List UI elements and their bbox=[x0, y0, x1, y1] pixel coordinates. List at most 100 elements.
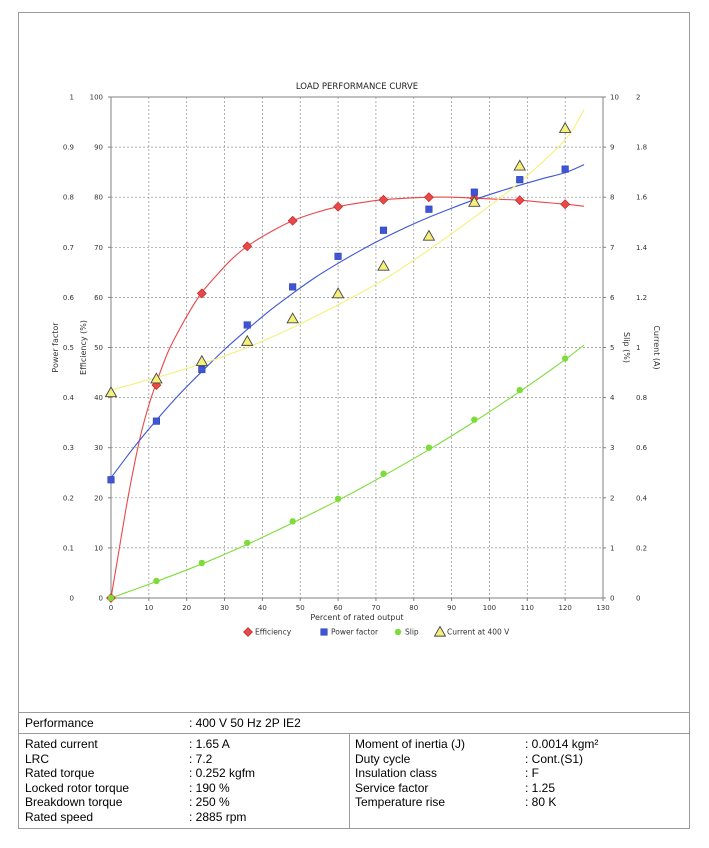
current-axis-tick-label: 1.6 bbox=[636, 194, 648, 202]
x-tick-label: 60 bbox=[334, 604, 343, 612]
column-divider bbox=[349, 734, 350, 829]
efficiency-axis-tick-label: 0 bbox=[99, 595, 103, 603]
performance-row: Performance : 400 V 50 Hz 2P IE2 bbox=[19, 713, 689, 734]
data-point-power-factor bbox=[107, 476, 115, 484]
performance-value: : 400 V 50 Hz 2P IE2 bbox=[189, 716, 301, 730]
spec-left-value: : 1.65 A bbox=[189, 737, 230, 751]
efficiency-axis-tick-label: 50 bbox=[94, 344, 103, 352]
spec-left-value: : 7.2 bbox=[189, 751, 213, 766]
data-point-slip bbox=[471, 416, 478, 423]
slip-axis-tick-label: 8 bbox=[610, 194, 614, 202]
slip-axis-label: Slip (%) bbox=[622, 332, 631, 363]
efficiency-axis-tick-label: 20 bbox=[94, 494, 103, 502]
current-axis-tick-label: 1 bbox=[636, 344, 640, 352]
current-axis-tick-label: 0.8 bbox=[636, 394, 647, 402]
x-tick-label: 30 bbox=[220, 604, 229, 612]
data-point-efficiency bbox=[333, 201, 344, 212]
current-axis-tick-label: 2 bbox=[636, 94, 640, 102]
x-tick-label: 20 bbox=[182, 604, 191, 612]
spec-right-value: : 0.0014 kgm² bbox=[525, 737, 599, 751]
legend-marker-current-at-400-v bbox=[433, 625, 447, 637]
legend-label-power-factor: Power factor bbox=[331, 628, 379, 637]
slip-axis-tick-label: 3 bbox=[610, 444, 614, 452]
efficiency-axis-tick-label: 30 bbox=[94, 444, 103, 452]
x-tick-label: 100 bbox=[483, 604, 496, 612]
current-axis-tick-label: 0.4 bbox=[636, 494, 648, 502]
efficiency-axis-tick-label: 10 bbox=[94, 544, 103, 552]
current-axis-tick-label: 0 bbox=[636, 595, 640, 603]
current-axis-tick-label: 1.2 bbox=[636, 294, 647, 302]
x-tick-label: 130 bbox=[596, 604, 609, 612]
spec-left-label: Rated current bbox=[25, 737, 98, 751]
efficiency-axis-tick-label: 90 bbox=[94, 144, 103, 152]
data-point-slip bbox=[107, 594, 115, 602]
x-tick-label: 120 bbox=[558, 604, 571, 612]
spec-right-label: Insulation class bbox=[355, 766, 438, 780]
data-point-power-factor bbox=[152, 417, 160, 425]
current-axis-tick-label: 1.4 bbox=[636, 244, 648, 252]
data-point-efficiency bbox=[242, 241, 253, 252]
data-point-power-factor bbox=[516, 176, 524, 184]
spec-left-label: Breakdown torque bbox=[25, 795, 123, 809]
spec-right-value: : Cont.(S1) bbox=[525, 751, 584, 766]
power-factor-axis-tick-label: 0.9 bbox=[63, 144, 74, 152]
current-axis-tick-label: 0.2 bbox=[636, 544, 647, 552]
data-point-current-at-400-v bbox=[468, 195, 481, 207]
x-tick-label: 50 bbox=[296, 604, 305, 612]
efficiency-axis-tick-label: 40 bbox=[94, 394, 103, 402]
spec-table: Performance : 400 V 50 Hz 2P IE2 Rated c… bbox=[18, 712, 690, 829]
spec-right-value: : 1.25 bbox=[525, 780, 556, 795]
data-point-slip bbox=[425, 444, 433, 451]
data-point-slip bbox=[244, 539, 251, 547]
data-point-slip bbox=[561, 355, 569, 362]
spec-right-label: Temperature rise bbox=[355, 795, 446, 809]
power-factor-axis-tick-label: 1 bbox=[70, 94, 74, 102]
legend-marker-efficiency bbox=[243, 627, 253, 637]
slip-axis-tick-label: 4 bbox=[610, 394, 615, 402]
data-point-efficiency bbox=[560, 199, 571, 210]
data-point-current-at-400-v bbox=[422, 229, 436, 241]
spec-right-label: Moment of inertia (J) bbox=[355, 737, 466, 751]
x-tick-label: 0 bbox=[109, 604, 113, 612]
x-tick-label: 10 bbox=[144, 604, 153, 612]
current-axis-tick-label: 1.8 bbox=[636, 144, 647, 152]
power-factor-axis-tick-label: 0.2 bbox=[63, 494, 74, 502]
x-tick-label: 90 bbox=[447, 604, 456, 612]
data-point-slip bbox=[289, 518, 296, 525]
power-factor-axis-tick-label: 0.4 bbox=[63, 394, 75, 402]
power-factor-axis-tick-label: 0.3 bbox=[63, 444, 74, 452]
x-tick-label: 110 bbox=[521, 604, 534, 612]
x-axis-label: Percent of rated output bbox=[310, 613, 403, 622]
data-point-current-at-400-v bbox=[240, 334, 254, 346]
power-factor-axis-tick-label: 0.6 bbox=[63, 294, 75, 302]
x-tick-label: 70 bbox=[371, 604, 380, 612]
data-point-current-at-400-v bbox=[377, 259, 390, 271]
efficiency-axis-tick-label: 60 bbox=[94, 294, 103, 302]
legend-label-efficiency: Efficiency bbox=[255, 628, 292, 637]
data-point-current-at-400-v bbox=[331, 287, 345, 299]
spec-left-label: Rated torque bbox=[25, 766, 95, 780]
spec-right-label: Service factor bbox=[355, 780, 429, 795]
data-point-power-factor bbox=[470, 188, 478, 196]
data-point-efficiency bbox=[378, 194, 389, 205]
slip-axis-tick-label: 5 bbox=[610, 344, 614, 352]
legend-label-current-at-400-v: Current at 400 V bbox=[447, 628, 510, 637]
legend-marker-power-factor bbox=[320, 628, 328, 636]
power-factor-axis-tick-label: 0 bbox=[70, 595, 74, 603]
data-point-power-factor bbox=[425, 205, 433, 213]
spec-left-value: : 190 % bbox=[189, 780, 230, 795]
data-point-power-factor bbox=[561, 165, 569, 173]
data-point-efficiency bbox=[196, 288, 207, 299]
data-point-slip bbox=[198, 559, 206, 567]
data-point-slip bbox=[334, 495, 342, 503]
data-point-slip bbox=[380, 470, 387, 477]
slip-axis-tick-label: 10 bbox=[610, 94, 619, 102]
efficiency-axis-tick-label: 70 bbox=[94, 244, 103, 252]
power-factor-axis-label: Power factor bbox=[51, 322, 60, 373]
data-point-slip bbox=[153, 577, 160, 585]
series-line-efficiency bbox=[110, 196, 585, 599]
slip-axis-tick-label: 1 bbox=[610, 544, 614, 552]
data-point-current-at-400-v bbox=[558, 121, 572, 133]
data-point-current-at-400-v bbox=[513, 159, 527, 171]
spec-left-value: : 2885 rpm bbox=[189, 809, 247, 824]
